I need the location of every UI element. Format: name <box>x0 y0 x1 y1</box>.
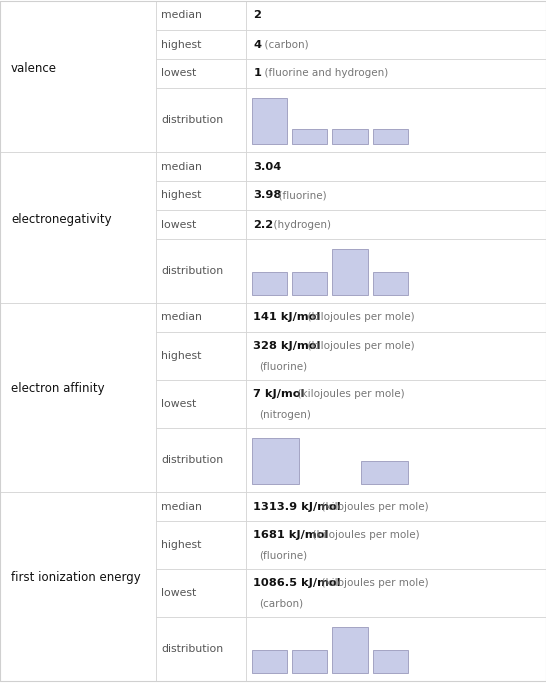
Text: (hydrogen): (hydrogen) <box>268 219 331 230</box>
Bar <box>156 239 246 303</box>
Text: 1313.9 kJ/mol: 1313.9 kJ/mol <box>253 502 341 511</box>
Bar <box>156 88 246 152</box>
Text: (fluorine): (fluorine) <box>272 191 327 200</box>
Text: median: median <box>161 312 202 323</box>
Text: electron affinity: electron affinity <box>11 382 104 394</box>
Text: 1: 1 <box>253 69 261 78</box>
Bar <box>156 1 246 30</box>
Bar <box>156 492 246 521</box>
Text: 141 kJ/mol: 141 kJ/mol <box>253 312 321 323</box>
Text: distribution: distribution <box>161 115 223 125</box>
Text: median: median <box>161 162 202 171</box>
Bar <box>252 272 287 295</box>
Text: (fluorine): (fluorine) <box>259 550 307 561</box>
Bar <box>246 380 546 428</box>
Text: lowest: lowest <box>161 69 196 78</box>
Bar <box>156 332 246 380</box>
Text: (kilojoules per mole): (kilojoules per mole) <box>291 389 405 400</box>
Bar <box>156 380 246 428</box>
Text: lowest: lowest <box>161 219 196 230</box>
Bar <box>156 210 246 239</box>
Bar <box>156 521 246 569</box>
Bar <box>246 239 546 303</box>
Bar <box>156 617 246 681</box>
Text: (carbon): (carbon) <box>259 599 304 609</box>
Bar <box>246 521 546 569</box>
Bar <box>246 492 546 521</box>
Text: (kilojoules per mole): (kilojoules per mole) <box>315 579 429 588</box>
Bar <box>246 181 546 210</box>
Text: first ionization energy: first ionization energy <box>11 570 141 583</box>
Bar <box>360 461 408 484</box>
Bar <box>292 129 327 144</box>
Bar <box>246 1 546 30</box>
Bar <box>252 98 287 144</box>
Text: (kilojoules per mole): (kilojoules per mole) <box>301 341 414 352</box>
Bar <box>246 210 546 239</box>
Text: (kilojoules per mole): (kilojoules per mole) <box>301 312 414 323</box>
Bar <box>246 30 546 59</box>
Text: 1681 kJ/mol: 1681 kJ/mol <box>253 530 329 540</box>
Text: highest: highest <box>161 351 201 361</box>
Bar <box>156 59 246 88</box>
Text: (kilojoules per mole): (kilojoules per mole) <box>306 530 419 540</box>
Bar <box>156 181 246 210</box>
Bar <box>246 617 546 681</box>
Text: 7 kJ/mol: 7 kJ/mol <box>253 389 305 400</box>
Text: highest: highest <box>161 540 201 550</box>
Bar <box>246 88 546 152</box>
Text: electronegativity: electronegativity <box>11 213 111 226</box>
Bar <box>246 59 546 88</box>
Bar <box>156 303 246 332</box>
Text: lowest: lowest <box>161 399 196 409</box>
Text: 328 kJ/mol: 328 kJ/mol <box>253 341 321 352</box>
Bar <box>156 569 246 617</box>
Text: (nitrogen): (nitrogen) <box>259 409 311 420</box>
Text: valence: valence <box>11 63 57 76</box>
Text: 4: 4 <box>253 39 261 50</box>
Bar <box>246 303 546 332</box>
Bar <box>0 1 156 152</box>
Bar <box>246 152 546 181</box>
Text: (carbon): (carbon) <box>258 39 308 50</box>
Bar <box>333 249 367 295</box>
Text: lowest: lowest <box>161 588 196 598</box>
Bar <box>292 650 327 674</box>
Text: 2.2: 2.2 <box>253 219 274 230</box>
Bar <box>0 492 156 681</box>
Text: distribution: distribution <box>161 266 223 276</box>
Text: (fluorine): (fluorine) <box>259 362 307 372</box>
Bar <box>333 627 367 674</box>
Bar <box>373 129 408 144</box>
Text: 3.98: 3.98 <box>253 191 282 200</box>
Bar <box>373 650 408 674</box>
Bar <box>0 152 156 303</box>
Bar <box>156 152 246 181</box>
Text: highest: highest <box>161 39 201 50</box>
Bar <box>252 650 287 674</box>
Text: highest: highest <box>161 191 201 200</box>
Text: median: median <box>161 10 202 21</box>
Bar <box>333 129 367 144</box>
Text: distribution: distribution <box>161 644 223 654</box>
Text: distribution: distribution <box>161 455 223 465</box>
Bar <box>246 569 546 617</box>
Bar <box>252 438 299 484</box>
Bar <box>246 332 546 380</box>
Text: median: median <box>161 502 202 511</box>
Text: (kilojoules per mole): (kilojoules per mole) <box>315 502 429 511</box>
Text: (fluorine and hydrogen): (fluorine and hydrogen) <box>258 69 388 78</box>
Bar <box>0 303 156 492</box>
Bar <box>246 428 546 492</box>
Bar <box>292 272 327 295</box>
Text: 2: 2 <box>253 10 261 21</box>
Bar <box>156 428 246 492</box>
Bar <box>373 272 408 295</box>
Bar <box>156 30 246 59</box>
Text: 1086.5 kJ/mol: 1086.5 kJ/mol <box>253 579 341 588</box>
Text: 3.04: 3.04 <box>253 162 281 171</box>
